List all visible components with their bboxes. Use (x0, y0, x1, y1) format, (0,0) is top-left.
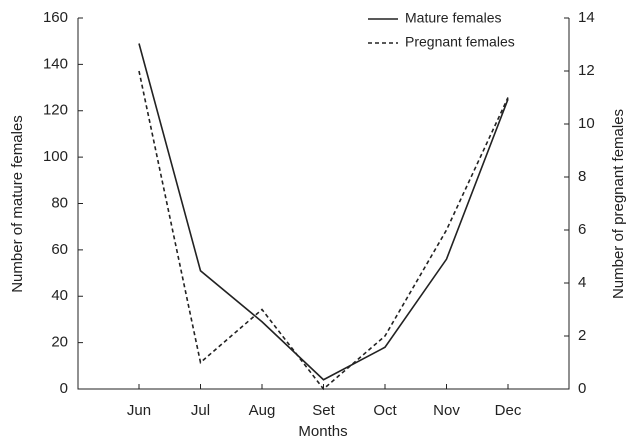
legend-label: Pregnant females (405, 34, 515, 50)
y-tick-label: 120 (43, 102, 68, 119)
x-axis-title: Months (298, 423, 347, 440)
y2-axis-title: Number of pregnant females (610, 109, 627, 299)
y-tick-label: 160 (43, 9, 68, 26)
y-axis-title: Number of mature females (9, 115, 26, 293)
axis-frame (77, 18, 570, 390)
y-tick-label: 20 (51, 334, 68, 351)
y-tick-label: 60 (51, 241, 68, 258)
series-line (138, 43, 509, 381)
y-tick-label: 100 (43, 148, 68, 165)
y2-tick-label: 10 (578, 115, 595, 132)
y2-tick-label: 4 (578, 274, 586, 291)
y2-tick-label: 14 (578, 9, 595, 26)
x-tick-label: Jul (191, 402, 210, 419)
y-tick-label: 140 (43, 55, 68, 72)
y2-tick-label: 6 (578, 221, 586, 238)
y2-tick-label: 8 (578, 168, 586, 185)
y-tick-label: 80 (51, 194, 68, 211)
y2-tick-label: 2 (578, 327, 586, 344)
x-tick-label: Set (312, 402, 335, 419)
y-tick-label: 0 (60, 380, 68, 397)
x-tick-label: Aug (249, 402, 276, 419)
x-tick-label: Dec (495, 402, 522, 419)
y2-tick-label: 0 (578, 380, 586, 397)
y2-tick-label: 12 (578, 62, 595, 79)
series-line (138, 70, 509, 391)
x-tick-label: Jun (127, 402, 151, 419)
x-tick-label: Nov (433, 402, 460, 419)
legend-label: Mature females (405, 10, 501, 26)
x-tick-label: Oct (373, 402, 397, 419)
y-tick-label: 40 (51, 287, 68, 304)
